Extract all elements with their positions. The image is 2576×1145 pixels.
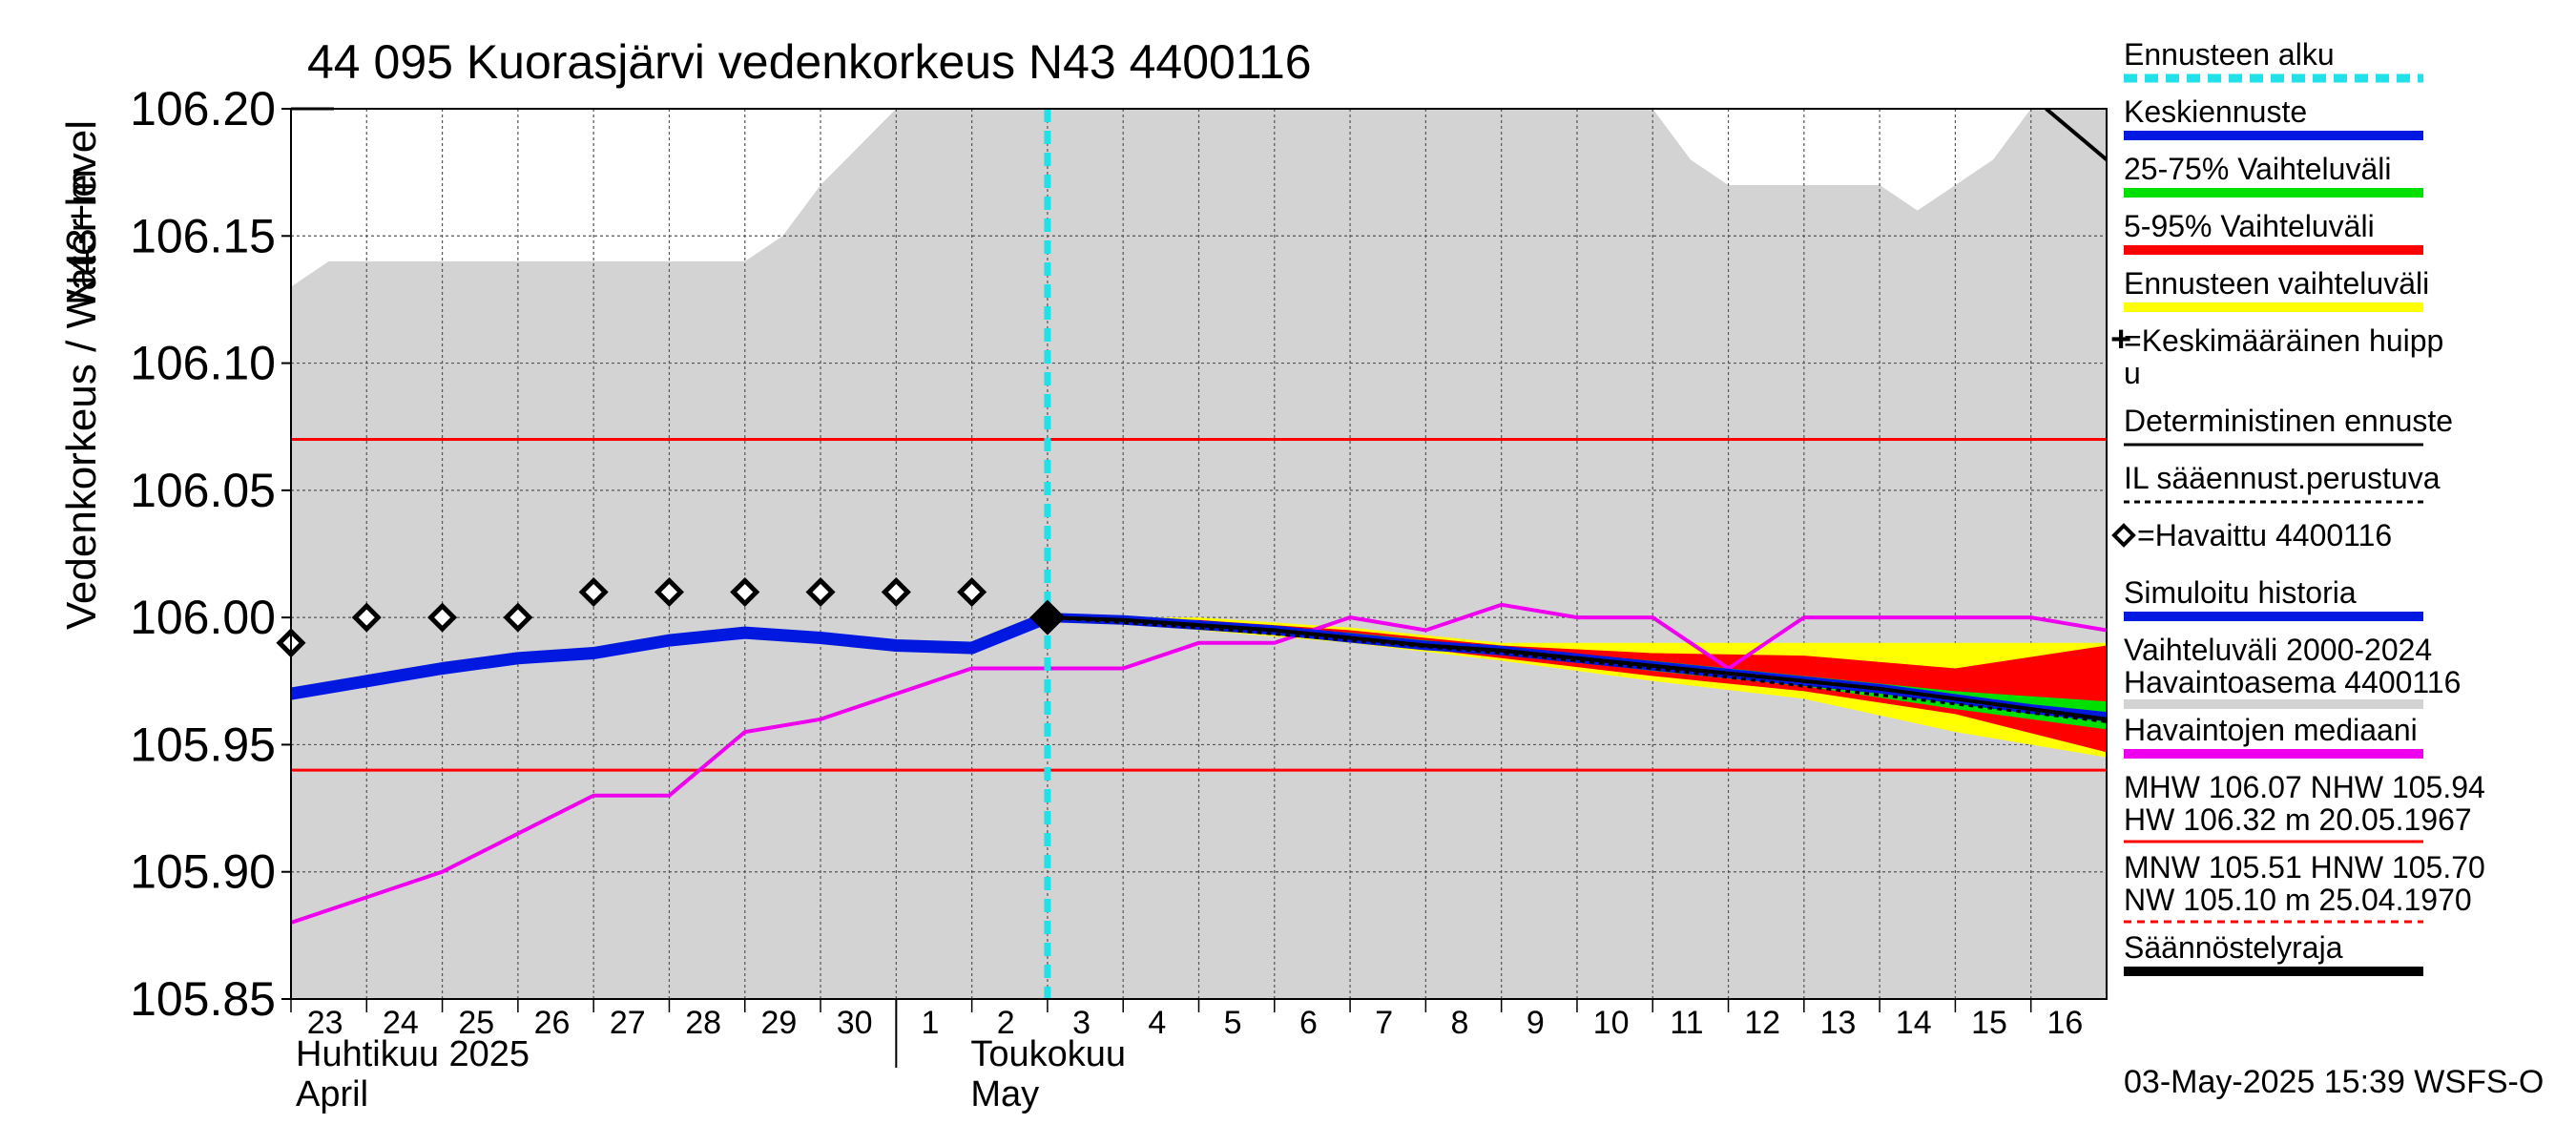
legend-diamond-icon — [2111, 523, 2136, 548]
x-tick-label: 10 — [1593, 1005, 1630, 1041]
x-tick-label: 3 — [1072, 1005, 1091, 1041]
month-label-en: April — [296, 1074, 368, 1114]
y-tick-label: 106.10 — [130, 337, 276, 390]
legend-label: Havaintojen mediaani — [2124, 713, 2418, 747]
legend-label-line2: NW 105.10 m 25.04.1970 — [2124, 883, 2472, 917]
legend-label-line2: Havaintoasema 4400116 — [2124, 665, 2461, 699]
x-tick-label: 23 — [307, 1005, 343, 1041]
x-tick-label: 11 — [1670, 1005, 1703, 1041]
x-tick-label: 14 — [1896, 1005, 1932, 1041]
median-observed-line — [291, 602, 2107, 925]
observed-point — [427, 602, 458, 633]
observed-point — [578, 576, 609, 608]
legend: Ennusteen alku Keskiennuste 25-75% Vaihtel… — [2110, 37, 2485, 976]
y-tick-label: 106.05 — [130, 464, 276, 517]
legend-label: Ennusteen vaihteluväli — [2124, 266, 2429, 301]
x-tick-label: 2 — [997, 1005, 1015, 1041]
observed-point — [503, 602, 533, 633]
legend-plus-icon: + — [2110, 320, 2131, 360]
x-tick-label: 13 — [1820, 1005, 1857, 1041]
observed-point — [881, 576, 911, 608]
legend-label-line2: HW 106.32 m 20.05.1967 — [2124, 802, 2472, 837]
x-tick-label: 15 — [1971, 1005, 2007, 1041]
percentile-5-95-band — [1047, 617, 2107, 753]
y-axis-label: Vedenkorkeus / Water level — [58, 120, 105, 630]
x-tick-label: 28 — [685, 1005, 721, 1041]
x-tick-label: 25 — [458, 1005, 494, 1041]
legend-label: Säännöstelyraja — [2124, 930, 2343, 965]
x-tick-label: 7 — [1375, 1005, 1393, 1041]
legend-label: 5-95% Vaihteluväli — [2124, 209, 2375, 243]
x-tick-label: 9 — [1527, 1005, 1545, 1041]
regulation-limit-line — [2045, 109, 2107, 161]
month-label-en: May — [970, 1074, 1039, 1114]
legend-label: Deterministinen ennuste — [2124, 404, 2453, 438]
month-label-fi: Huhtikuu 2025 — [296, 1034, 530, 1074]
x-tick-label: 29 — [760, 1005, 797, 1041]
legend-label: MNW 105.51 HNW 105.70 — [2124, 850, 2485, 885]
month-label-fi: Toukokuu — [970, 1034, 1126, 1074]
observed-point — [730, 576, 760, 608]
y-tick-label: 106.00 — [130, 591, 276, 644]
plot-area: 105.85 105.90 105.95 106.00 106.05 106.10 106.… — [130, 82, 2108, 1114]
legend-label: IL sääennust.perustuva — [2124, 461, 2441, 495]
x-tick-label: 27 — [610, 1005, 646, 1041]
chart-title: 44 095 Kuorasjärvi vedenkorkeus N43 4400… — [307, 35, 1312, 89]
y-tick-label: 105.95 — [130, 718, 276, 771]
simulated-history-line — [291, 612, 1050, 700]
y-tick-label: 105.85 — [130, 972, 276, 1026]
deterministic-forecast-line — [1047, 615, 2107, 721]
legend-label: 25-75% Vaihteluväli — [2124, 152, 2391, 186]
legend-label: Simuloitu historia — [2124, 575, 2357, 610]
observed-point — [351, 602, 382, 633]
legend-label: =Havaittu 4400116 — [2137, 518, 2392, 552]
legend-label-line2: u — [2124, 356, 2141, 390]
timestamp: 03-May-2025 15:39 WSFS-O — [2124, 1064, 2544, 1100]
legend-label: Ennusteen alku — [2124, 37, 2335, 72]
x-tick-label: 8 — [1451, 1005, 1469, 1041]
x-tick-label: 4 — [1148, 1005, 1166, 1041]
y-tick-label: 106.20 — [130, 82, 276, 135]
x-tick-label: 30 — [837, 1005, 873, 1041]
x-tick-label: 1 — [922, 1005, 940, 1041]
legend-label: =Keskimääräinen huipp — [2124, 323, 2443, 358]
y-axis-unit: N43+m — [58, 169, 105, 305]
x-tick-label: 12 — [1744, 1005, 1780, 1041]
legend-label: Vaihteluväli 2000-2024 — [2124, 633, 2432, 667]
observed-point — [957, 576, 987, 608]
forecast-range-band — [1047, 617, 2107, 758]
legend-label: MHW 106.07 NHW 105.94 — [2124, 770, 2485, 804]
y-tick-label: 105.90 — [130, 845, 276, 899]
legend-label: Keskiennuste — [2124, 94, 2307, 129]
observed-point — [1029, 599, 1066, 635]
history-range-area — [291, 109, 2107, 999]
x-tick-label: 16 — [2046, 1005, 2083, 1041]
x-tick-label: 24 — [383, 1005, 419, 1041]
observed-point — [805, 576, 836, 608]
x-tick-label: 6 — [1299, 1005, 1318, 1041]
x-tick-label: 5 — [1224, 1005, 1242, 1041]
x-tick-label: 26 — [534, 1005, 571, 1041]
y-tick-label: 106.15 — [130, 209, 276, 262]
observed-point — [654, 576, 684, 608]
